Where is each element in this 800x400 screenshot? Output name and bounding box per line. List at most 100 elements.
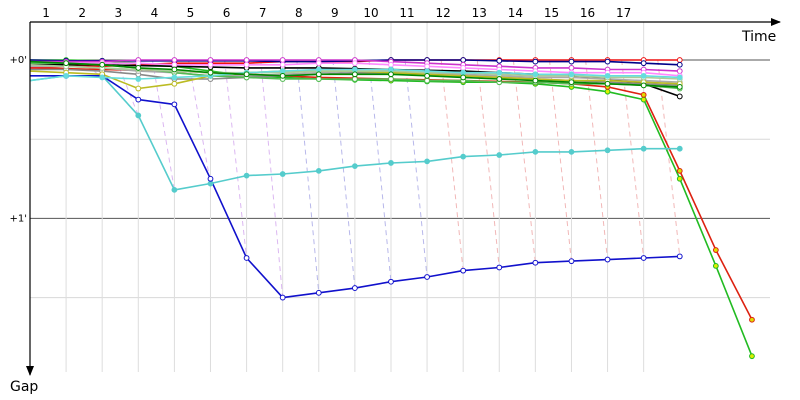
y-axis-title: Gap [10, 379, 38, 395]
data-point [676, 84, 683, 90]
data-point [640, 91, 647, 98]
data-point [315, 167, 322, 174]
x-axis-title: Time [741, 29, 776, 45]
data-point [315, 76, 322, 82]
series-points [63, 57, 755, 360]
data-point [243, 255, 250, 261]
data-point [640, 72, 647, 79]
data-point [568, 258, 575, 265]
data-point [568, 148, 575, 155]
lap-label: 4 [151, 6, 159, 20]
data-point [676, 68, 683, 74]
data-point [171, 57, 178, 63]
data-point [604, 58, 611, 65]
data-point [712, 247, 719, 253]
data-point [424, 158, 430, 165]
data-point [676, 93, 683, 100]
lap-label: 17 [616, 6, 631, 20]
data-point [712, 262, 719, 269]
data-point [388, 76, 394, 82]
data-point [640, 255, 647, 261]
data-point [676, 61, 683, 68]
data-point [460, 267, 467, 274]
data-point [676, 167, 683, 174]
data-point [351, 285, 358, 291]
data-point [171, 80, 178, 87]
data-point [243, 61, 250, 68]
lap-label: 7 [259, 6, 267, 20]
lap-label: 12 [436, 6, 451, 20]
data-point [532, 77, 539, 84]
data-point [135, 85, 142, 92]
lap-label: 6 [223, 6, 231, 20]
data-point [532, 259, 539, 266]
lap-connector [332, 59, 356, 289]
data-point [532, 71, 539, 78]
data-point [207, 69, 214, 76]
lap-connector [476, 59, 500, 268]
lap-connector [151, 59, 175, 190]
data-point [63, 72, 69, 79]
lap-label: 1 [42, 6, 50, 20]
data-point [388, 160, 394, 166]
data-point [243, 71, 250, 78]
data-point [388, 71, 394, 78]
data-point [99, 61, 106, 68]
lap-connector [548, 59, 572, 262]
data-point [351, 163, 358, 170]
lap-label: 15 [544, 6, 559, 20]
data-point [351, 76, 358, 82]
data-point [279, 171, 286, 177]
data-point [568, 79, 575, 86]
lap-labels: 1 2 3 4 5 6 7 8 9 10 11 12 13 14 15 16 17 [42, 6, 631, 20]
data-point [207, 175, 214, 182]
data-point [135, 96, 142, 103]
lap-connector [224, 59, 248, 259]
lap-label: 2 [78, 6, 86, 20]
data-point [640, 60, 647, 67]
lap-connector [621, 59, 645, 259]
data-point [243, 57, 250, 63]
data-point [568, 65, 575, 71]
lap-connector [260, 59, 284, 298]
data-point [676, 175, 683, 182]
data-point [640, 82, 647, 89]
data-point [315, 71, 322, 78]
data-point [315, 289, 322, 296]
data-point [279, 68, 286, 74]
lap-label: 8 [295, 6, 303, 20]
lap-connector [404, 59, 428, 278]
data-point [279, 57, 286, 63]
data-point [676, 57, 683, 63]
data-point [424, 77, 430, 84]
data-point [496, 69, 503, 76]
data-point [496, 57, 503, 64]
data-point [424, 63, 430, 70]
data-point [640, 145, 647, 152]
data-point [604, 80, 611, 87]
data-point [676, 74, 683, 81]
data-point [207, 57, 214, 63]
lap-label: 11 [399, 6, 414, 20]
data-point [496, 152, 503, 158]
data-point [460, 153, 467, 160]
data-point [749, 353, 755, 360]
data-point [496, 264, 503, 271]
data-point [604, 88, 611, 95]
data-point [460, 69, 467, 76]
data-point [279, 72, 286, 79]
lap-connector [440, 59, 464, 271]
y-tick-label: +0' [10, 55, 28, 66]
lap-label: 10 [363, 6, 378, 20]
data-point [388, 61, 394, 68]
data-point [749, 316, 755, 323]
lap-connector [512, 59, 536, 263]
data-point [207, 180, 214, 187]
data-point [135, 76, 142, 82]
data-point [279, 61, 286, 68]
lap-label: 3 [114, 6, 122, 20]
lap-connector [296, 59, 320, 293]
lap-label: 5 [187, 6, 195, 20]
lap-label: 16 [580, 6, 595, 20]
data-point [604, 147, 611, 154]
